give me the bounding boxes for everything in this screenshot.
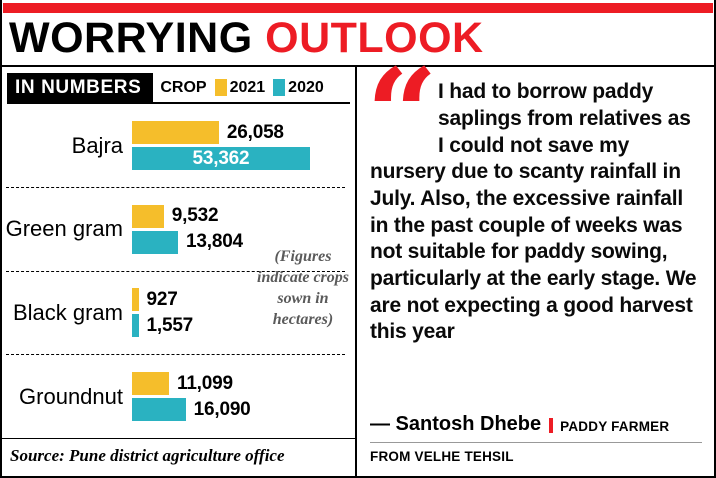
bar-line-2020: 53,362 [132,147,349,171]
legend-swatch-2021 [214,79,227,97]
column-divider [355,67,357,476]
bar-2021 [132,204,164,228]
bar-group: 11,099 16,090 [132,372,349,422]
bar-group: 927 1,557 [132,288,349,338]
chart-row-black-gram: Black gram 927 1,557 [2,285,349,340]
content-area: IN NUMBERS CROP 2021 2020 Bajra 26,058 53,3… [2,42,714,476]
bar-2021 [132,372,169,396]
bar-line-2021: 26,058 [132,121,349,145]
title-worrying: WORRYING [9,14,253,62]
quote-text: I had to borrow paddy saplings from rela… [370,80,697,344]
bar-group: 26,058 53,362 [132,121,349,171]
attribution: — Santosh Dhebe PADDY FARMER FROM VELHE … [370,413,702,464]
legend-entry-2021: 2021 [229,78,266,96]
bar-line-2021: 9,532 [132,204,349,228]
legend-items: 2021 2020 [207,79,324,97]
page-title: WORRYING OUTLOOK [2,13,714,65]
attribution-name: — Santosh Dhebe [370,413,542,435]
bar-2021 [132,288,139,312]
category-label: Black gram [12,300,123,326]
bar-line-2021: 927 [132,288,349,312]
source-text: Source: Pune district agriculture office [2,438,355,476]
bar-value-2021: 9,532 [171,205,219,227]
chart-legend: CROP 2021 2020 [153,73,350,102]
figures-note: (Figures indicate crops sown in hectares… [257,248,349,328]
legend-entry-2020: 2020 [288,78,324,96]
bar-line-2020: 13,804 [132,230,349,254]
bar-2020: 53,362 [132,147,310,171]
bar-line-2020: 1,557 [132,314,349,338]
row-separator [6,354,345,356]
legend-swatch-2020 [273,79,286,97]
quote-panel: “ I had to borrow paddy saplings from re… [357,42,714,476]
bar-chart: Bajra 26,058 53,362 Green gram 9,532 13,804 Bl… [2,104,355,438]
category-label: Bajra [71,132,123,158]
chart-row-groundnut: Groundnut 11,099 16,090 [2,369,349,424]
section-label: IN NUMBERS [7,73,154,103]
chart-row-green-gram: Green gram 9,532 13,804 [2,202,349,257]
bar-value-2020: 53,362 [192,147,250,169]
bar-2020 [132,314,139,338]
row-separator [6,270,345,272]
quote-icon: “ [366,42,438,189]
bar-value-2020: 13,804 [186,231,243,253]
row-separator [6,186,345,188]
bar-value-2021: 11,099 [177,372,233,394]
bar-2021 [132,121,219,145]
bar-value-2020: 16,090 [193,398,251,420]
category-label: Groundnut [19,383,123,409]
bar-line-2021: 11,099 [132,372,349,396]
legend-label: CROP [160,78,207,96]
attribution-divider [549,418,554,433]
attribution-role: PADDY FARMER [560,418,670,434]
bar-value-2021: 927 [146,288,178,310]
title-outlook: OUTLOOK [265,14,484,62]
quote-body: “ I had to borrow paddy saplings from re… [366,42,702,346]
bar-value-2021: 26,058 [226,121,284,143]
category-label: Green gram [5,216,123,242]
attribution-location: FROM VELHE TEHSIL [370,442,702,464]
bar-group: 9,532 13,804 [132,204,349,254]
bar-2020 [132,398,186,422]
chart-header: IN NUMBERS CROP 2021 2020 [7,73,350,105]
chart-row-bajra: Bajra 26,058 53,362 [2,118,349,173]
chart-panel: IN NUMBERS CROP 2021 2020 Bajra 26,058 53,3… [2,67,355,476]
bar-value-2020: 1,557 [146,314,194,336]
top-red-bar [3,3,713,13]
bar-line-2020: 16,090 [132,398,349,422]
bar-2020 [132,230,179,254]
